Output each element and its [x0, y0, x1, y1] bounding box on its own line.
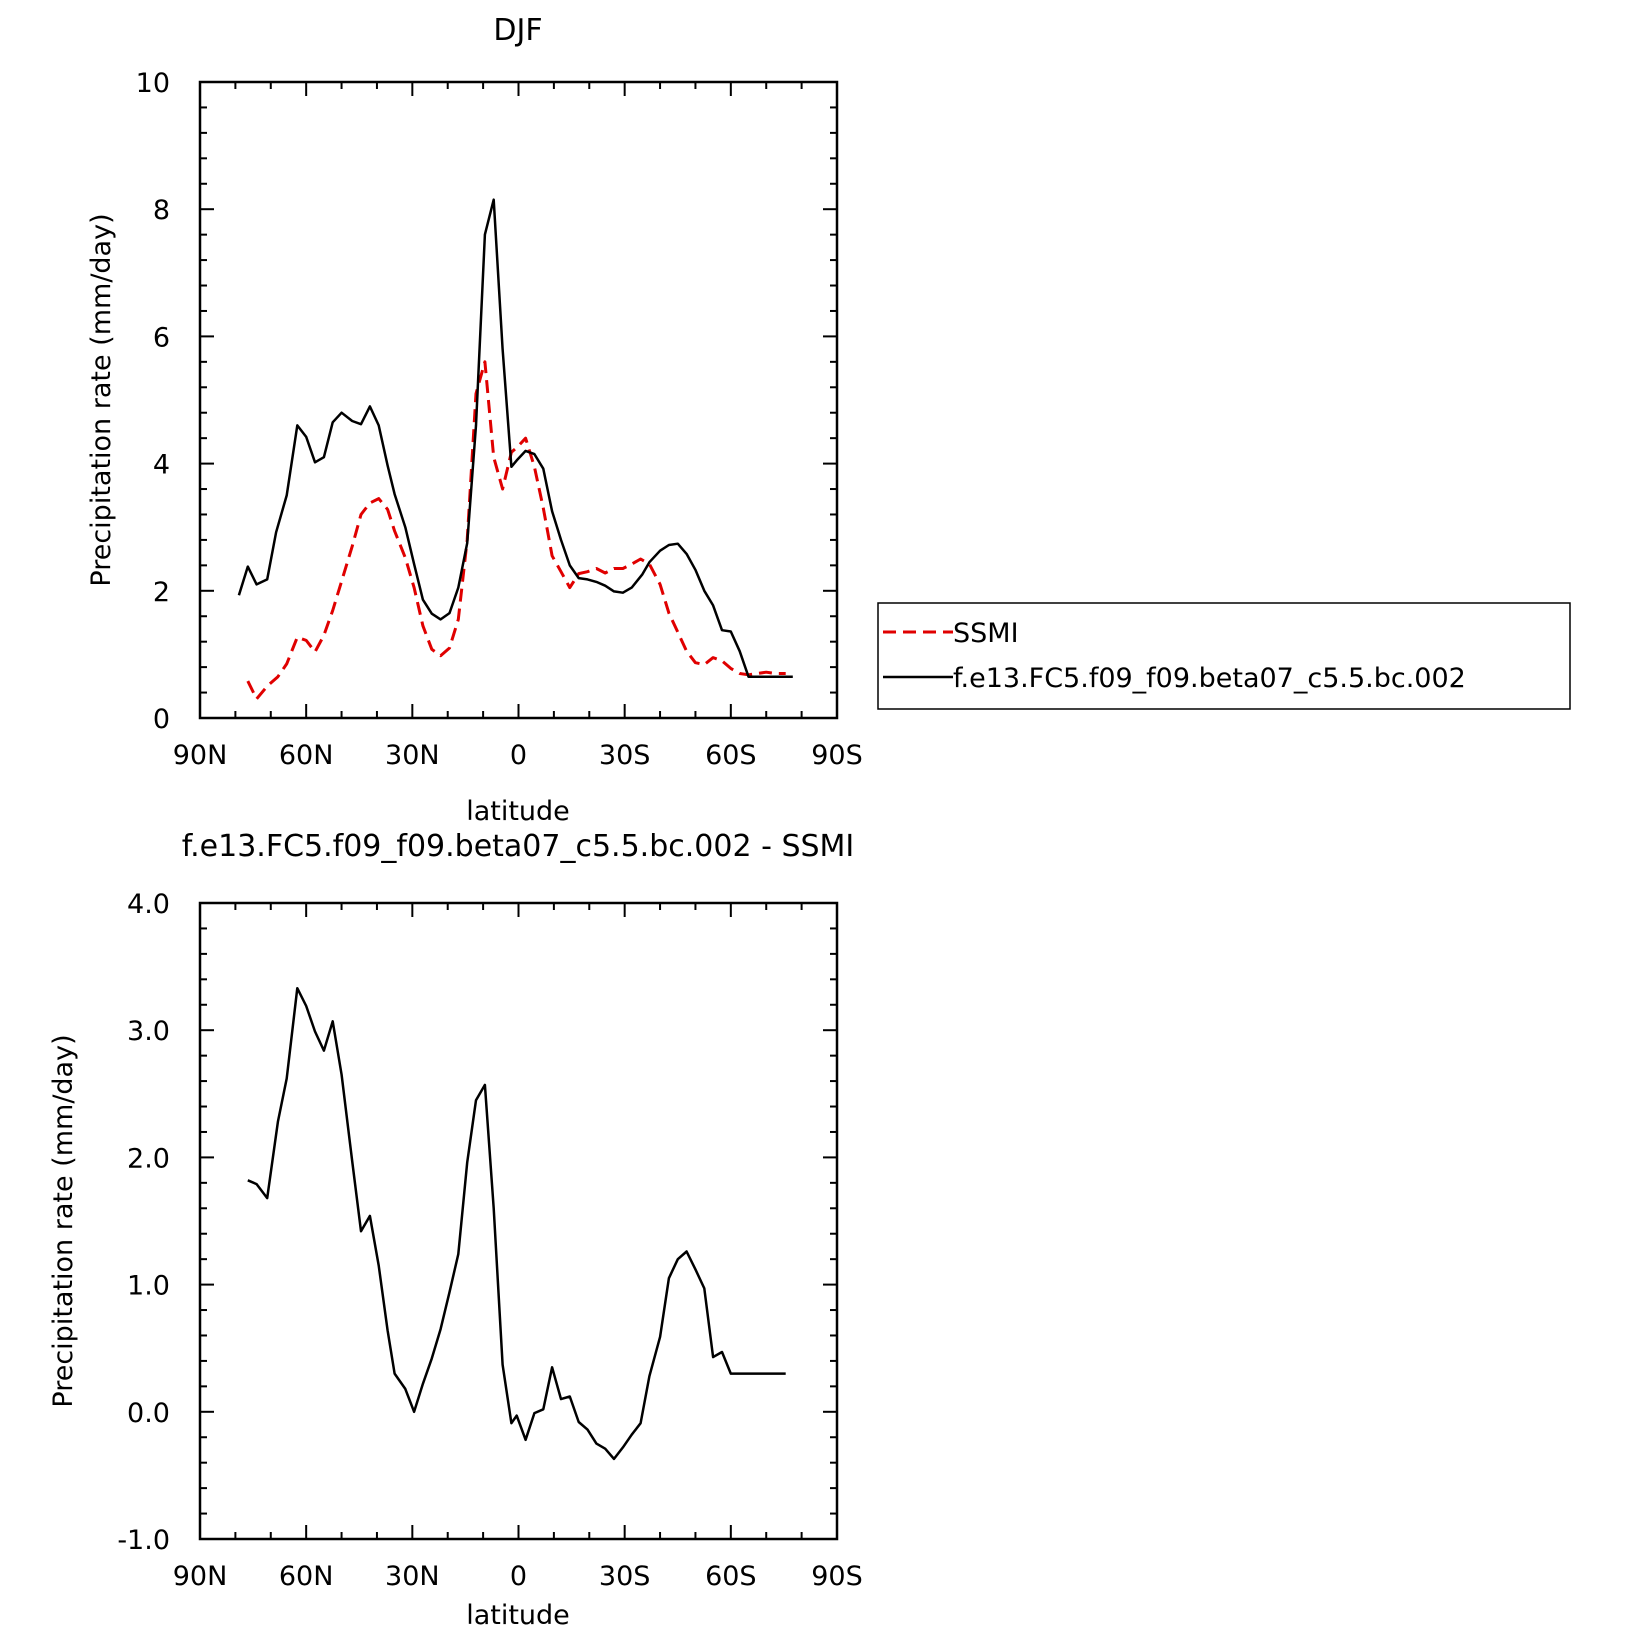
- bottom-series: [247, 986, 786, 1461]
- bottom-x-axis-label: latitude: [466, 1600, 570, 1630]
- bottom-chart-title: f.e13.FC5.f09_f09.beta07_c5.5.bc.002 - S…: [182, 829, 855, 864]
- top-x-axis-label: latitude: [466, 796, 570, 827]
- x-tick-label: 30N: [385, 1561, 440, 1592]
- top-panel: DJF 90N 60N 30N 0 30S 60S 90S 0 2 4 6 8 10 latitude…: [86, 13, 1571, 827]
- x-tick-label: 90S: [811, 1561, 863, 1592]
- x-tick-label: 60S: [705, 740, 757, 771]
- y-tick-label: 4: [153, 450, 170, 481]
- x-tick-label: 30N: [385, 740, 440, 771]
- ssmi-series-line: [246, 360, 786, 701]
- bottom-x-tick-labels: 90N 60N 30N 0 30S 60S 90S: [173, 1561, 863, 1592]
- x-tick-label: 30S: [599, 1561, 651, 1592]
- bottom-panel: f.e13.FC5.f09_f09.beta07_c5.5.bc.002 - S…: [48, 829, 863, 1630]
- y-tick-label: 2.0: [127, 1143, 170, 1174]
- top-y-axis-label: Precipitation rate (mm/day): [86, 213, 117, 586]
- bottom-y-axis-label: Precipitation rate (mm/day): [48, 1034, 79, 1407]
- x-tick-label: 90N: [173, 1561, 228, 1592]
- y-tick-label: 6: [153, 322, 170, 353]
- y-tick-label: 3.0: [127, 1016, 170, 1047]
- y-tick-label: -1.0: [117, 1525, 170, 1556]
- y-tick-label: 4.0: [127, 889, 170, 920]
- x-tick-label: 60S: [705, 1561, 757, 1592]
- x-tick-label: 0: [510, 740, 527, 771]
- top-series: [237, 198, 793, 701]
- y-tick-label: 0: [153, 704, 170, 735]
- x-tick-label: 90N: [173, 740, 228, 771]
- model-series-line: [237, 198, 793, 678]
- model-series-line: [247, 986, 786, 1461]
- legend-ssmi-label: SSMI: [953, 618, 1019, 649]
- y-tick-label: 2: [153, 577, 170, 608]
- top-ticks: [199, 81, 838, 719]
- y-tick-label: 10: [136, 68, 170, 99]
- top-y-tick-labels: 0 2 4 6 8 10: [136, 68, 170, 735]
- y-tick-label: 0.0: [127, 1398, 170, 1429]
- x-tick-label: 60N: [279, 740, 334, 771]
- x-tick-label: 0: [510, 1561, 527, 1592]
- top-plot-frame: [198, 80, 839, 720]
- legend-box: [877, 602, 1571, 710]
- bottom-ticks: [199, 902, 838, 1540]
- top-x-tick-labels: 90N 60N 30N 0 30S 60S 90S: [173, 740, 863, 771]
- legend-model-label: f.e13.FC5.f09_f09.beta07_c5.5.bc.002: [953, 663, 1466, 694]
- x-tick-label: 90S: [811, 740, 863, 771]
- x-tick-label: 30S: [599, 740, 651, 771]
- top-chart-title: DJF: [493, 13, 542, 48]
- y-tick-label: 8: [153, 195, 170, 226]
- y-tick-label: 1.0: [127, 1271, 170, 1302]
- bottom-y-tick-labels: -1.0 0.0 1.0 2.0 3.0 4.0: [117, 889, 170, 1556]
- x-tick-label: 60N: [279, 1561, 334, 1592]
- top-legend: SSMI f.e13.FC5.f09_f09.beta07_c5.5.bc.00…: [877, 602, 1571, 710]
